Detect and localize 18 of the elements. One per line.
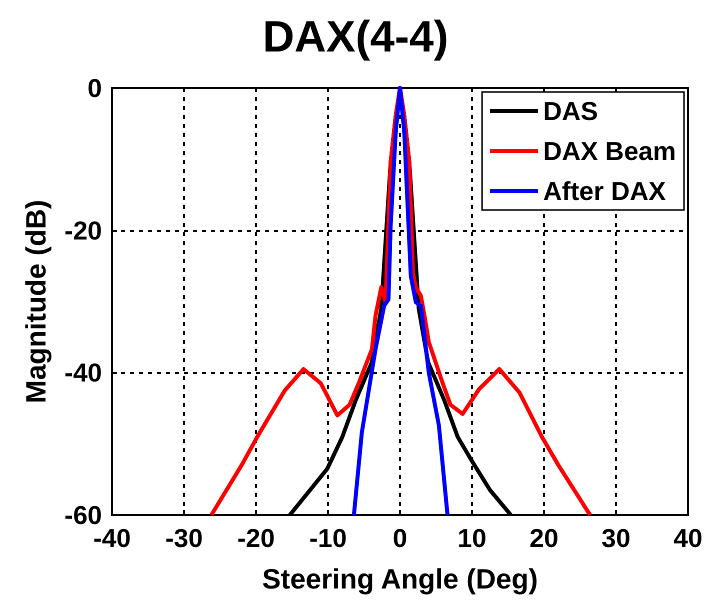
- y-axis-title: Magnitude (dB): [20, 200, 52, 404]
- x-tick-label: -30: [165, 523, 203, 553]
- x-tick-label: 10: [458, 523, 486, 553]
- line-series: [352, 86, 450, 517]
- chart-title: DAX(4-4): [262, 12, 448, 62]
- legend-label: DAX Beam: [543, 136, 676, 166]
- legend-label: DAS: [543, 96, 598, 126]
- y-tick-label: -40: [64, 358, 102, 388]
- x-tick-label: 30: [602, 523, 630, 553]
- legend-label: After DAX: [543, 176, 667, 206]
- x-axis-title: Steering Angle (Deg): [262, 564, 538, 594]
- x-tick-label: 40: [674, 523, 702, 553]
- x-tick-label: -10: [309, 523, 347, 553]
- x-tick-label: 20: [530, 523, 558, 553]
- y-tick-label: -20: [64, 215, 102, 246]
- x-tick-label: 0: [392, 523, 408, 553]
- y-tick-label: 0: [88, 73, 102, 103]
- x-tick-label: -20: [237, 523, 275, 553]
